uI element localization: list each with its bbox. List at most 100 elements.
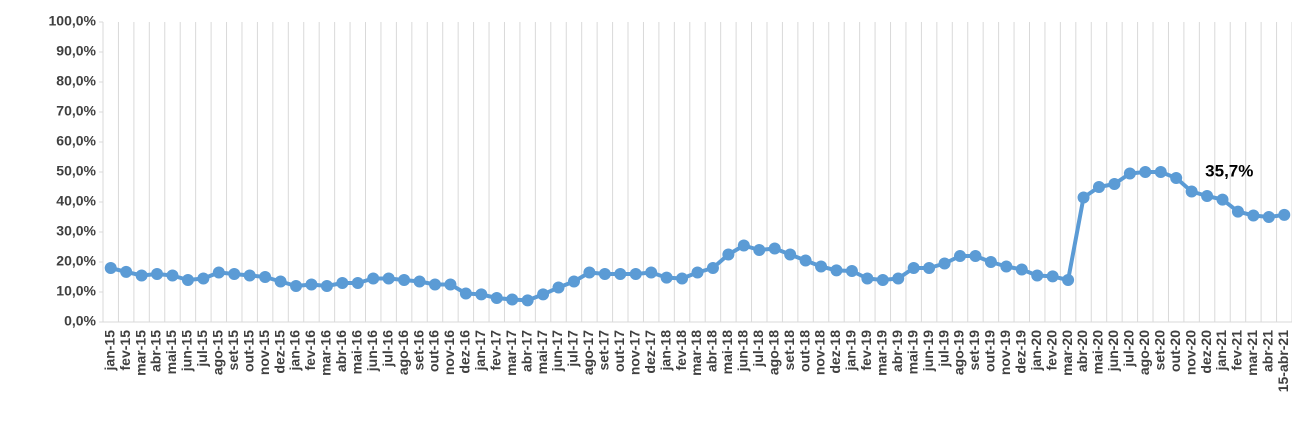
x-tick-label: out-16: [426, 330, 442, 372]
y-tick-label: 10,0%: [56, 283, 96, 299]
x-tick-label: out-20: [1167, 330, 1183, 372]
point: [1015, 263, 1028, 276]
x-tick-label: abr-20: [1074, 330, 1090, 372]
x-tick-label: abr-17: [518, 330, 534, 372]
point: [336, 277, 349, 289]
x-tick-label: ago-16: [395, 330, 411, 375]
point: [305, 278, 318, 291]
x-tick-label: mar-17: [503, 330, 519, 376]
point: [243, 269, 256, 282]
x-tick-label: set-20: [1151, 330, 1167, 371]
x-tick-label: fev-18: [673, 330, 689, 371]
point: [629, 268, 642, 280]
point: [830, 264, 843, 277]
x-tick-label: out-17: [611, 330, 627, 372]
x-tick-label: mar-15: [132, 330, 148, 376]
x-tick-label: jul-16: [379, 330, 395, 368]
point: [614, 268, 627, 280]
point: [1170, 172, 1183, 184]
point: [1201, 190, 1214, 202]
point: [1185, 185, 1198, 198]
x-tick-label: jun-15: [179, 330, 195, 372]
x-tick-label: fev-19: [858, 330, 874, 371]
x-tick-label: jun-16: [364, 330, 380, 372]
x-tick-label: set-16: [410, 330, 426, 371]
x-tick-label: fev-15: [117, 330, 133, 371]
x-tick-label: abr-18: [704, 330, 720, 372]
point: [413, 275, 426, 288]
point: [938, 257, 951, 270]
y-tick-label: 60,0%: [56, 133, 96, 149]
x-tick-label: jan-15: [101, 330, 117, 372]
data-label: 35,7%: [1205, 161, 1253, 180]
x-tick-label: mai-20: [1090, 330, 1106, 375]
point: [861, 272, 874, 285]
point: [135, 269, 148, 282]
x-tick-label: nov-18: [812, 330, 828, 375]
point: [753, 244, 766, 256]
x-tick-label: set-18: [781, 330, 797, 371]
x-tick-label: nov-19: [997, 330, 1013, 375]
point: [490, 292, 503, 304]
x-tick-label: jul-15: [194, 330, 210, 368]
point: [506, 293, 519, 306]
x-tick-label: nov-16: [441, 330, 457, 375]
x-tick-label: abr-16: [333, 330, 349, 372]
x-tick-label: out-15: [240, 330, 256, 372]
point: [1000, 260, 1013, 273]
x-tick-label: dez-15: [271, 330, 287, 374]
x-tick-label: jul-17: [565, 330, 581, 368]
point: [212, 266, 225, 279]
x-tick-label: fev-16: [302, 330, 318, 371]
point: [1077, 191, 1090, 204]
point: [1031, 269, 1044, 282]
y-tick-label: 80,0%: [56, 73, 96, 89]
point: [969, 250, 982, 262]
x-tick-label: jul-19: [935, 330, 951, 368]
point: [320, 280, 333, 292]
y-tick-label: 0,0%: [64, 313, 96, 329]
point: [351, 277, 364, 289]
x-tick-label: nov-20: [1182, 330, 1198, 375]
point: [1123, 167, 1136, 180]
point: [274, 275, 287, 288]
point: [290, 280, 303, 292]
point: [583, 266, 596, 279]
point: [181, 274, 194, 286]
point: [676, 272, 689, 285]
point: [475, 288, 488, 301]
point: [784, 248, 797, 261]
x-tick-label: set-15: [225, 330, 241, 371]
x-tick-label: out-19: [982, 330, 998, 372]
x-tick-label: jun-18: [735, 330, 751, 372]
x-tick-label: dez-19: [1012, 330, 1028, 374]
x-tick-label: jan-16: [287, 330, 303, 372]
y-tick-label: 40,0%: [56, 193, 96, 209]
point: [954, 250, 967, 262]
x-tick-label: abr-19: [889, 330, 905, 372]
point: [228, 268, 241, 280]
point: [1231, 205, 1244, 218]
x-tick-label: jul-18: [750, 330, 766, 368]
point: [1278, 208, 1291, 221]
x-tick-label: jan-21: [1213, 330, 1229, 372]
point: [984, 256, 997, 268]
series-line: [110, 170, 1285, 303]
y-tick-label: 30,0%: [56, 223, 96, 239]
point: [845, 265, 858, 277]
point: [645, 266, 658, 279]
x-tick-label: mai-19: [904, 330, 920, 375]
point: [706, 262, 719, 274]
x-tick-label: mar-20: [1059, 330, 1075, 376]
point: [459, 287, 472, 300]
point: [398, 274, 411, 286]
point: [768, 242, 781, 255]
x-tick-label: jun-20: [1105, 330, 1121, 372]
x-tick-label: set-17: [596, 330, 612, 371]
x-tick-label: fev-17: [487, 330, 503, 371]
point: [1247, 209, 1260, 222]
y-tick-label: 100,0%: [49, 13, 97, 29]
x-tick-label: ago-18: [765, 330, 781, 375]
point: [537, 288, 550, 301]
